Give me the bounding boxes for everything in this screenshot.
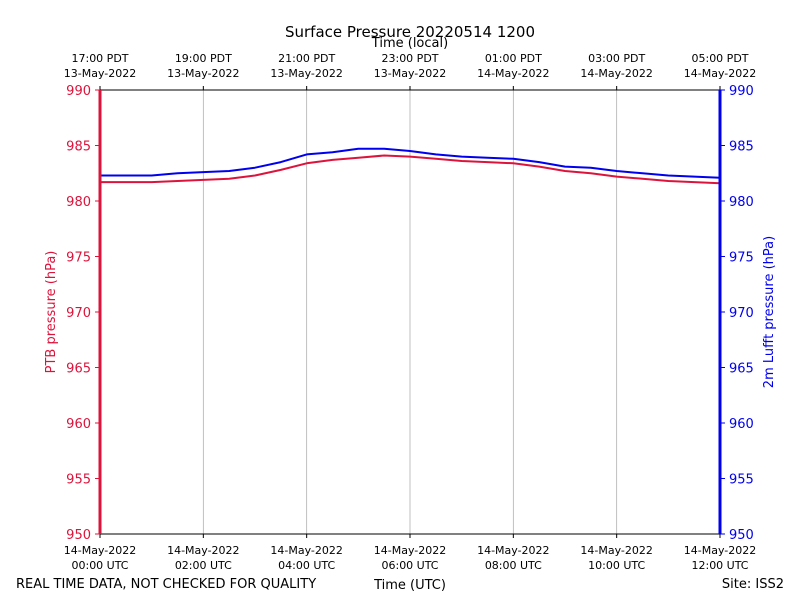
left-y-tick-label: 970: [66, 306, 91, 321]
x-tick-label-date: 14-May-2022: [477, 544, 549, 557]
chart-title: Surface Pressure 20220514 1200: [285, 23, 535, 41]
right-y-tick-label: 960: [729, 417, 754, 432]
left-y-tick-label: 980: [66, 195, 91, 210]
left-y-tick-label: 950: [66, 528, 91, 543]
x-tick-label-date: 14-May-2022: [167, 544, 239, 557]
x-tick-label-time: 08:00 UTC: [485, 559, 542, 572]
top-tick-label-time: 17:00 PDT: [71, 52, 128, 65]
x-tick-label-time: 12:00 UTC: [691, 559, 748, 572]
top-tick-label-date: 13-May-2022: [374, 67, 446, 80]
top-tick-label-date: 13-May-2022: [64, 67, 136, 80]
axes-layer: 14-May-2022 00:00 UTC 14-May-2022 02:00 UTC…: [64, 52, 756, 572]
x-tick-label-date: 14-May-2022: [270, 544, 342, 557]
top-tick-label-time: 01:00 PDT: [485, 52, 542, 65]
quality-note: REAL TIME DATA, NOT CHECKED FOR QUALITY: [16, 577, 316, 592]
right-y-tick-label: 975: [729, 251, 754, 266]
left-y-tick-label: 955: [66, 473, 91, 488]
lufft-pressure-line: [100, 147, 721, 179]
left-y-tick-label: 960: [66, 417, 91, 432]
right-y-tick-label: 965: [729, 362, 754, 377]
left-y-tick-label: 975: [66, 251, 91, 266]
top-tick-label-time: 05:00 PDT: [691, 52, 748, 65]
right-y-tick-label: 955: [729, 473, 754, 488]
top-tick-label-time: 21:00 PDT: [278, 52, 335, 65]
x-tick-label-date: 14-May-2022: [580, 544, 652, 557]
x-tick-label-date: 14-May-2022: [64, 544, 136, 557]
left-y-tick-label: 965: [66, 362, 91, 377]
top-tick-label-date: 14-May-2022: [580, 67, 652, 80]
top-tick-label-time: 03:00 PDT: [588, 52, 645, 65]
right-y-axis-label: 2m Lufft pressure (hPa): [762, 236, 777, 388]
left-y-tick-label: 985: [66, 140, 91, 155]
right-y-tick-label: 985: [729, 140, 754, 155]
x-tick-label-time: 10:00 UTC: [588, 559, 645, 572]
x-tick-label-time: 00:00 UTC: [71, 559, 128, 572]
top-tick-label-date: 14-May-2022: [477, 67, 549, 80]
ptb-pressure-line: [100, 154, 721, 185]
left-y-tick-label: 990: [66, 84, 91, 99]
top-axis-label: Time (local): [371, 36, 448, 51]
right-y-tick-label: 990: [729, 84, 754, 99]
series-layer: [100, 147, 721, 185]
top-tick-label-time: 23:00 PDT: [381, 52, 438, 65]
x-tick-label-time: 02:00 UTC: [175, 559, 232, 572]
x-tick-label-date: 14-May-2022: [684, 544, 756, 557]
right-y-tick-label: 980: [729, 195, 754, 210]
left-y-axis-label: PTB pressure (hPa): [44, 251, 59, 374]
top-tick-label-date: 14-May-2022: [684, 67, 756, 80]
top-tick-label-date: 13-May-2022: [270, 67, 342, 80]
right-y-tick-label: 970: [729, 306, 754, 321]
right-y-tick-label: 950: [729, 528, 754, 543]
top-tick-label-date: 13-May-2022: [167, 67, 239, 80]
x-tick-label-date: 14-May-2022: [374, 544, 446, 557]
top-tick-label-time: 19:00 PDT: [175, 52, 232, 65]
x-tick-label-time: 06:00 UTC: [381, 559, 438, 572]
x-axis-label: Time (UTC): [373, 578, 446, 593]
x-tick-label-time: 04:00 UTC: [278, 559, 335, 572]
site-label: Site: ISS2: [722, 577, 784, 592]
